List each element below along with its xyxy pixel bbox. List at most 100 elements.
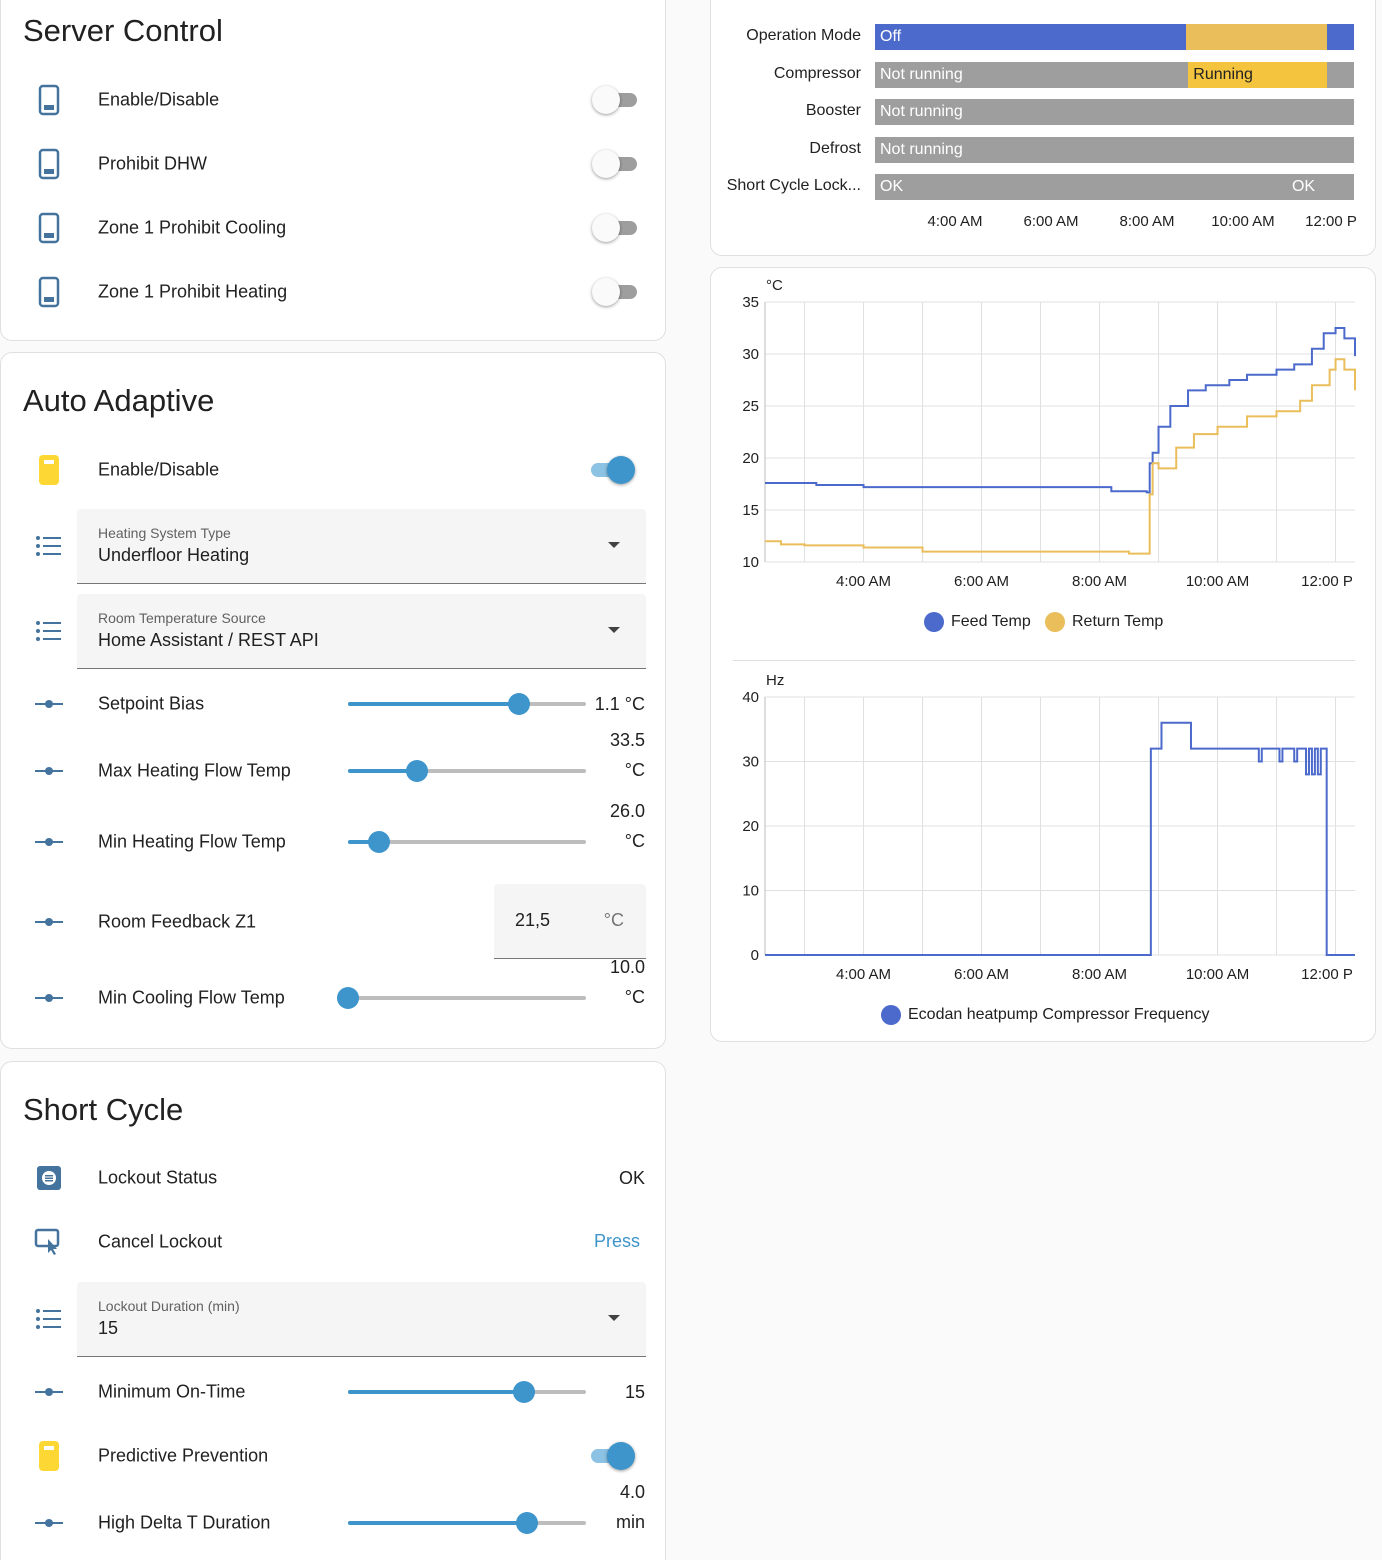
min-cooling-flow-slider[interactable]	[337, 986, 586, 1010]
row-predictive-prevention[interactable]: Predictive Prevention	[1, 1432, 665, 1480]
row-setpoint-bias: Setpoint Bias 1.1 °C	[1, 680, 665, 728]
toggle-switch[interactable]	[592, 86, 637, 114]
min-heating-flow-slider[interactable]	[348, 830, 586, 854]
slider-thumb[interactable]	[515, 1512, 538, 1534]
timeline-bar[interactable]: Off	[875, 24, 1354, 50]
legend-return-temp[interactable]: Return Temp	[1045, 612, 1163, 632]
row-label: High Delta T Duration	[98, 1512, 271, 1533]
high-delta-t-slider[interactable]	[348, 1511, 586, 1535]
server-control-card: Server Control Enable/Disable Prohibit D…	[0, 0, 666, 341]
y-tick-label: 0	[751, 947, 759, 964]
timeline-segment[interactable]: OK	[875, 174, 1287, 200]
row-label: Max Heating Flow Temp	[98, 760, 291, 781]
toggle-switch[interactable]	[587, 456, 635, 484]
lockout-duration-select[interactable]: Lockout Duration (min) 15	[77, 1282, 646, 1357]
slider-thumb[interactable]	[406, 760, 429, 782]
timeline-segment[interactable]	[1186, 24, 1328, 50]
y-tick-label: 25	[742, 398, 759, 415]
row-room-feedback: Room Feedback Z1 21,5 °C	[1, 884, 665, 959]
select-label: Lockout Duration (min)	[98, 1298, 240, 1314]
temperature-chart: 35 30 25 20 15 10 °C 4:00 AM 6:00 AM 8:00 AM 10:00…	[742, 277, 1356, 590]
timeline-row-name: Compressor	[773, 64, 861, 82]
press-button[interactable]: Press	[593, 1231, 640, 1251]
min-cooling-flow-unit: °C	[624, 987, 645, 1007]
y-axis-label: Hz	[766, 672, 784, 689]
y-tick-label: 40	[742, 689, 759, 706]
row-enable-disable[interactable]: Enable/Disable	[1, 76, 665, 124]
toggle-switch[interactable]	[592, 278, 637, 306]
timeline-bar[interactable]: Not running Running	[875, 61, 1354, 88]
slider-thumb[interactable]	[513, 1381, 536, 1403]
y-axis-label: °C	[766, 277, 783, 294]
timeline-segment[interactable]: Running	[1188, 61, 1328, 88]
list-icon	[31, 613, 67, 649]
chart-divider	[733, 660, 1355, 661]
chevron-down-icon	[608, 1315, 620, 1321]
row-heating-system-type	[1, 509, 665, 584]
x-tick-label: 4:00 AM	[836, 966, 891, 983]
timeline-segment[interactable]	[1327, 61, 1354, 88]
x-tick-label: 12:00 P	[1301, 966, 1353, 983]
min-heating-flow-unit: °C	[624, 831, 645, 851]
room-feedback-input[interactable]: 21,5 °C	[494, 884, 646, 959]
heating-system-type-select[interactable]: Heating System Type Underfloor Heating	[77, 509, 646, 584]
row-zone1-prohibit-cooling[interactable]: Zone 1 Prohibit Cooling	[1, 204, 665, 252]
lockout-status-value: OK	[618, 1168, 645, 1188]
list-icon	[31, 1301, 67, 1337]
slider-thumb[interactable]	[337, 987, 359, 1009]
minimum-on-time-slider[interactable]	[348, 1380, 586, 1404]
timeline-row-name: Short Cycle Lock...	[726, 177, 861, 194]
row-label: Room Feedback Z1	[98, 911, 257, 931]
timeline-x-tick: 6:00 AM	[1023, 213, 1079, 230]
timeline-bar[interactable]: Not running	[875, 99, 1354, 125]
high-delta-t-unit: min	[615, 1512, 645, 1532]
chevron-down-icon	[608, 542, 620, 548]
touch-button-icon	[31, 1224, 67, 1260]
row-auto-adaptive-enable[interactable]: Enable/Disable	[1, 446, 665, 494]
x-tick-label: 12:00 P	[1301, 573, 1353, 590]
slider-thumb[interactable]	[367, 831, 390, 853]
row-label: Cancel Lockout	[98, 1231, 223, 1252]
row-label: Zone 1 Prohibit Heating	[98, 281, 288, 302]
row-prohibit-dhw[interactable]: Prohibit DHW	[1, 140, 665, 188]
minimum-on-time-value: 15	[624, 1382, 645, 1402]
legend-dot	[881, 1005, 901, 1025]
y-tick-label: 35	[742, 294, 759, 311]
slider-icon	[31, 686, 67, 722]
timeline-x-tick: 8:00 AM	[1119, 213, 1175, 230]
setpoint-bias-slider[interactable]	[348, 692, 586, 716]
toggle-switch[interactable]	[592, 150, 637, 178]
timeline-bar[interactable]: Not running	[875, 136, 1354, 163]
y-tick-label: 10	[742, 883, 759, 900]
slider-icon	[31, 904, 67, 940]
timeline-segment[interactable]: Not running	[875, 61, 1189, 88]
x-tick-label: 8:00 AM	[1072, 573, 1127, 590]
setpoint-bias-value: 1.1 °C	[594, 694, 645, 714]
min-heating-flow-value: 26.0	[609, 801, 645, 821]
timeline-segment[interactable]: OK	[1286, 174, 1354, 200]
slider-thumb[interactable]	[508, 693, 531, 715]
max-heating-flow-slider[interactable]	[348, 759, 586, 783]
legend-feed-temp[interactable]: Feed Temp	[924, 612, 1031, 632]
room-temp-source-select[interactable]: Room Temperature Source Home Assistant /…	[77, 594, 646, 669]
timeline-segment[interactable]: Not running	[875, 136, 1354, 163]
x-tick-label: 8:00 AM	[1072, 966, 1127, 983]
timeline-segment[interactable]: Not running	[875, 99, 1354, 125]
toggle-switch[interactable]	[587, 1442, 635, 1470]
slider-icon	[31, 1374, 67, 1410]
row-label: Zone 1 Prohibit Cooling	[98, 217, 287, 238]
timeline-bar[interactable]: OK OK	[875, 174, 1354, 200]
y-tick-label: 30	[742, 346, 759, 363]
slider-icon	[31, 980, 67, 1016]
max-heating-flow-value: 33.5	[609, 730, 645, 750]
phone-icon	[31, 274, 67, 310]
legend-dot	[924, 612, 944, 632]
legend-compressor-frequency[interactable]: Ecodan heatpump Compressor Frequency	[881, 1005, 1210, 1025]
x-tick-label: 6:00 AM	[954, 573, 1009, 590]
row-label: Minimum On-Time	[98, 1381, 246, 1402]
timeline-segment[interactable]: Off	[875, 24, 1187, 50]
toggle-switch[interactable]	[592, 214, 637, 242]
phone-icon	[31, 146, 67, 182]
timeline-segment[interactable]	[1327, 24, 1354, 50]
row-zone1-prohibit-heating[interactable]: Zone 1 Prohibit Heating	[1, 268, 665, 316]
